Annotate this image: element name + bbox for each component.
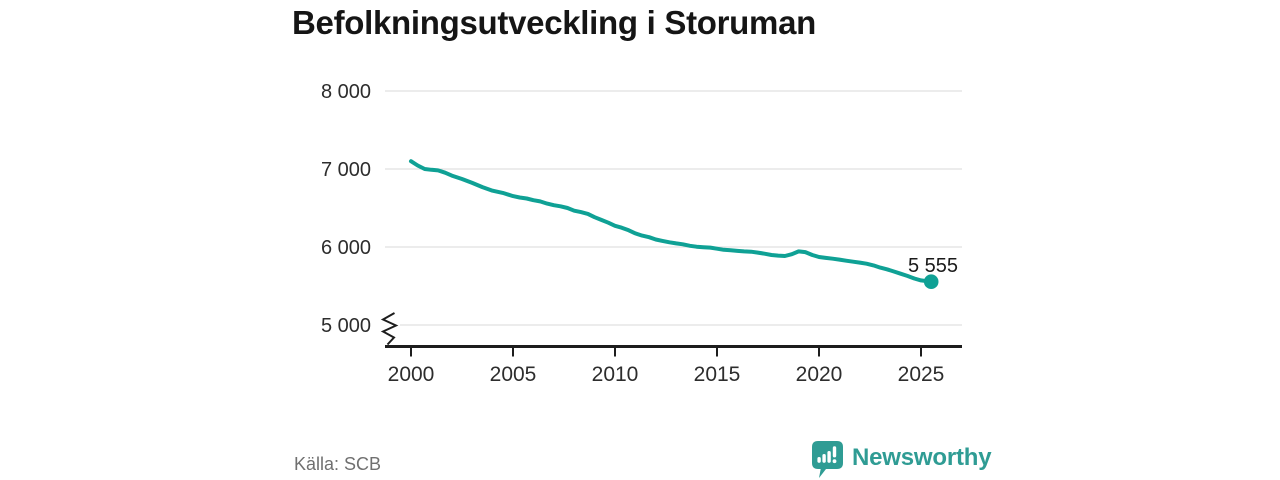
chart-title: Befolkningsutveckling i Storuman xyxy=(292,4,816,41)
x-tick-label: 2010 xyxy=(592,363,639,386)
newsworthy-wordmark: Newsworthy xyxy=(852,444,992,471)
x-tick-label: 2025 xyxy=(898,363,945,386)
source-note: Källa: SCB xyxy=(294,454,382,474)
newsworthy-logo[interactable]: Newsworthy xyxy=(812,441,992,478)
x-tick-label: 2005 xyxy=(490,363,537,386)
y-tick-label: 5 000 xyxy=(321,315,371,337)
bar-chart-speech-bubble-icon xyxy=(812,441,843,478)
end-value-label: 5 555 xyxy=(908,255,958,277)
y-tick-label: 6 000 xyxy=(321,237,371,259)
end-point-marker xyxy=(923,274,939,290)
x-tick-label: 2020 xyxy=(796,363,843,386)
x-tick-label: 2000 xyxy=(388,363,435,386)
axis-break-icon xyxy=(380,312,399,346)
population-line xyxy=(409,159,934,284)
y-tick-label: 8 000 xyxy=(321,81,371,103)
x-tick-label: 2015 xyxy=(694,363,741,386)
y-tick-label: 7 000 xyxy=(321,159,371,181)
